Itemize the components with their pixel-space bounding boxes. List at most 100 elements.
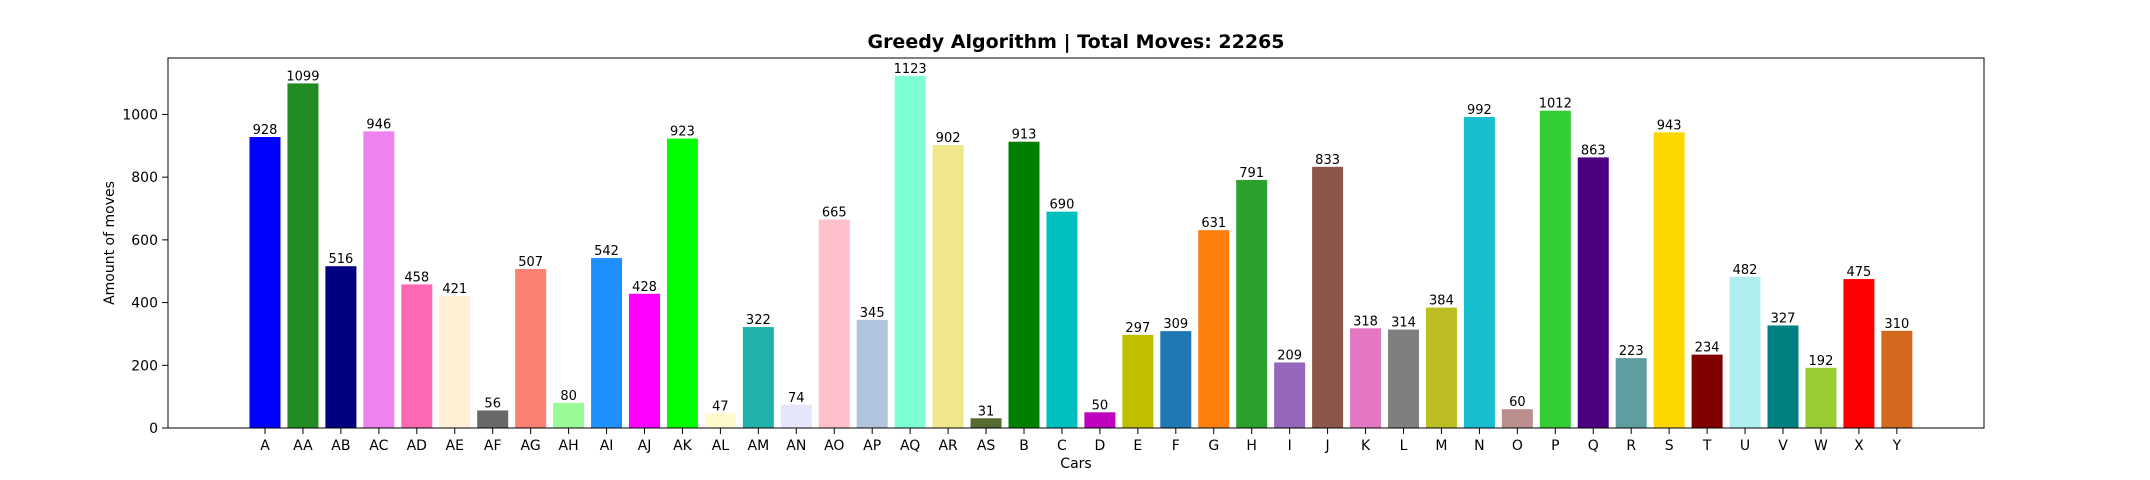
bar-k: [1350, 328, 1382, 428]
bars: [249, 75, 1913, 429]
bar-j: [1312, 166, 1344, 428]
data-label: 928: [253, 123, 278, 138]
x-tick-label: T: [1702, 438, 1712, 454]
data-label: 690: [1050, 198, 1075, 213]
x-axis-label: Cars: [1060, 456, 1091, 472]
data-label: 665: [822, 205, 847, 220]
bar-n: [1463, 116, 1495, 428]
x-tick-label: G: [1208, 438, 1219, 454]
bar-p: [1539, 110, 1571, 428]
x-tick-label: N: [1474, 438, 1484, 454]
data-label: 318: [1353, 314, 1378, 329]
x-tick-label: AF: [484, 438, 502, 454]
x-tick-label: AO: [824, 438, 844, 454]
x-tick-label: W: [1814, 438, 1828, 454]
bar-b: [1008, 141, 1040, 428]
data-label: 192: [1809, 354, 1834, 369]
data-label: 833: [1315, 153, 1340, 168]
bar-af: [477, 410, 509, 428]
x-tick-label: F: [1172, 438, 1180, 454]
bar-q: [1577, 157, 1609, 428]
bar-as: [970, 418, 1002, 428]
x-tick-label: AJ: [638, 438, 652, 454]
bar-ap: [856, 319, 888, 428]
data-label: 482: [1733, 263, 1758, 278]
data-label: 31: [978, 404, 995, 419]
x-tick-label: AH: [559, 438, 579, 454]
data-label: 542: [594, 244, 619, 259]
x-tick-label: P: [1551, 438, 1559, 454]
bar-ad: [401, 284, 433, 428]
bar-t: [1691, 354, 1723, 428]
data-label: 47: [712, 399, 729, 414]
bar-i: [1274, 362, 1306, 428]
bar-aa: [287, 83, 319, 428]
data-label: 421: [442, 282, 467, 297]
y-tick-label: 800: [131, 170, 158, 186]
x-tick-label: AP: [863, 438, 881, 454]
x-tick-label: E: [1133, 438, 1142, 454]
x-tick-label: V: [1778, 438, 1788, 454]
data-label: 223: [1619, 344, 1644, 359]
data-label: 791: [1239, 166, 1264, 181]
data-label: 209: [1277, 348, 1302, 363]
data-label: 913: [1012, 128, 1037, 143]
bar-ak: [666, 138, 698, 428]
bar-aq: [894, 75, 926, 429]
data-label: 1123: [894, 62, 927, 77]
x-tick-label: AC: [369, 438, 388, 454]
data-label: 314: [1391, 316, 1416, 331]
x-tick-label: O: [1512, 438, 1523, 454]
data-label: 310: [1884, 317, 1909, 332]
y-axis: 0 200 400 600 800 1000: [122, 107, 168, 437]
x-tick-label: I: [1288, 438, 1292, 454]
data-label: 56: [484, 396, 501, 411]
x-tick-label: R: [1626, 438, 1636, 454]
bar-ai: [591, 258, 623, 428]
bar-d: [1084, 412, 1116, 428]
data-label: 327: [1771, 311, 1796, 326]
data-label: 60: [1509, 395, 1526, 410]
data-label: 516: [328, 252, 353, 267]
bar-f: [1160, 331, 1192, 428]
bar-an: [780, 404, 812, 428]
x-tick-label: AS: [977, 438, 996, 454]
bar-ag: [515, 269, 547, 428]
x-tick-label: AR: [938, 438, 958, 454]
bar-ao: [818, 219, 850, 428]
y-tick-label: 0: [149, 421, 158, 437]
x-tick-label: AL: [712, 438, 730, 454]
bar-ac: [363, 131, 395, 429]
y-axis-label: Amount of moves: [102, 181, 118, 305]
data-label: 80: [560, 389, 577, 404]
bar-o: [1501, 409, 1533, 428]
data-label: 428: [632, 280, 657, 295]
data-label: 631: [1201, 216, 1226, 231]
bar-y: [1881, 330, 1913, 428]
data-label: 902: [936, 131, 961, 146]
bar-m: [1425, 307, 1457, 428]
x-tick-label: D: [1095, 438, 1106, 454]
x-tick-label: AI: [600, 438, 614, 454]
x-tick-label: A: [260, 438, 270, 454]
bar-x: [1843, 279, 1875, 428]
x-tick-label: Q: [1588, 438, 1599, 454]
x-tick-label: AB: [331, 438, 350, 454]
x-tick-label: AN: [786, 438, 806, 454]
bar-ah: [553, 402, 585, 428]
plot-area-frame: [167, 57, 1985, 429]
y-tick-label: 600: [131, 233, 158, 249]
x-axis: A AA AB AC AD AE AF AG AH AI AJ AK AL AM AN AO AP AQ AR AS B…: [260, 428, 1902, 454]
x-tick-label: K: [1361, 438, 1371, 454]
bar-c: [1046, 211, 1078, 428]
x-tick-label: AD: [407, 438, 427, 454]
data-label: 309: [1163, 317, 1188, 332]
x-tick-label: H: [1246, 438, 1257, 454]
y-tick-label: 1000: [122, 107, 158, 123]
x-tick-label: X: [1854, 438, 1864, 454]
x-tick-label: S: [1665, 438, 1674, 454]
y-tick-label: 200: [131, 358, 158, 374]
x-tick-label: U: [1740, 438, 1750, 454]
